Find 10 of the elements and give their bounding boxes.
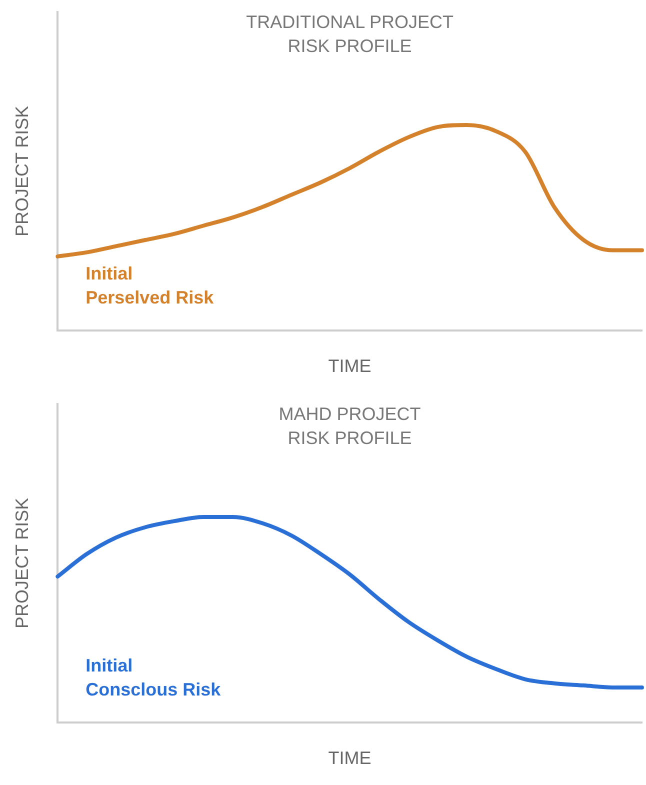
annotation: Consclous Risk: [86, 679, 222, 700]
chart-title: TRADITIONAL PROJECT RISK PROFILE: [246, 12, 454, 56]
y-axis-title: PROJECT RISK: [12, 106, 32, 237]
y-axis-title: PROJECT RISK: [12, 498, 32, 629]
x-axis-title: TIME: [328, 748, 372, 768]
annotation: Perselved Risk: [86, 287, 215, 308]
chart-title: MAHD PROJECT RISK PROFILE: [278, 404, 421, 448]
annotation: Initial: [86, 263, 133, 284]
annotation: Initial: [86, 655, 133, 676]
x-axis-title: TIME: [328, 356, 372, 376]
